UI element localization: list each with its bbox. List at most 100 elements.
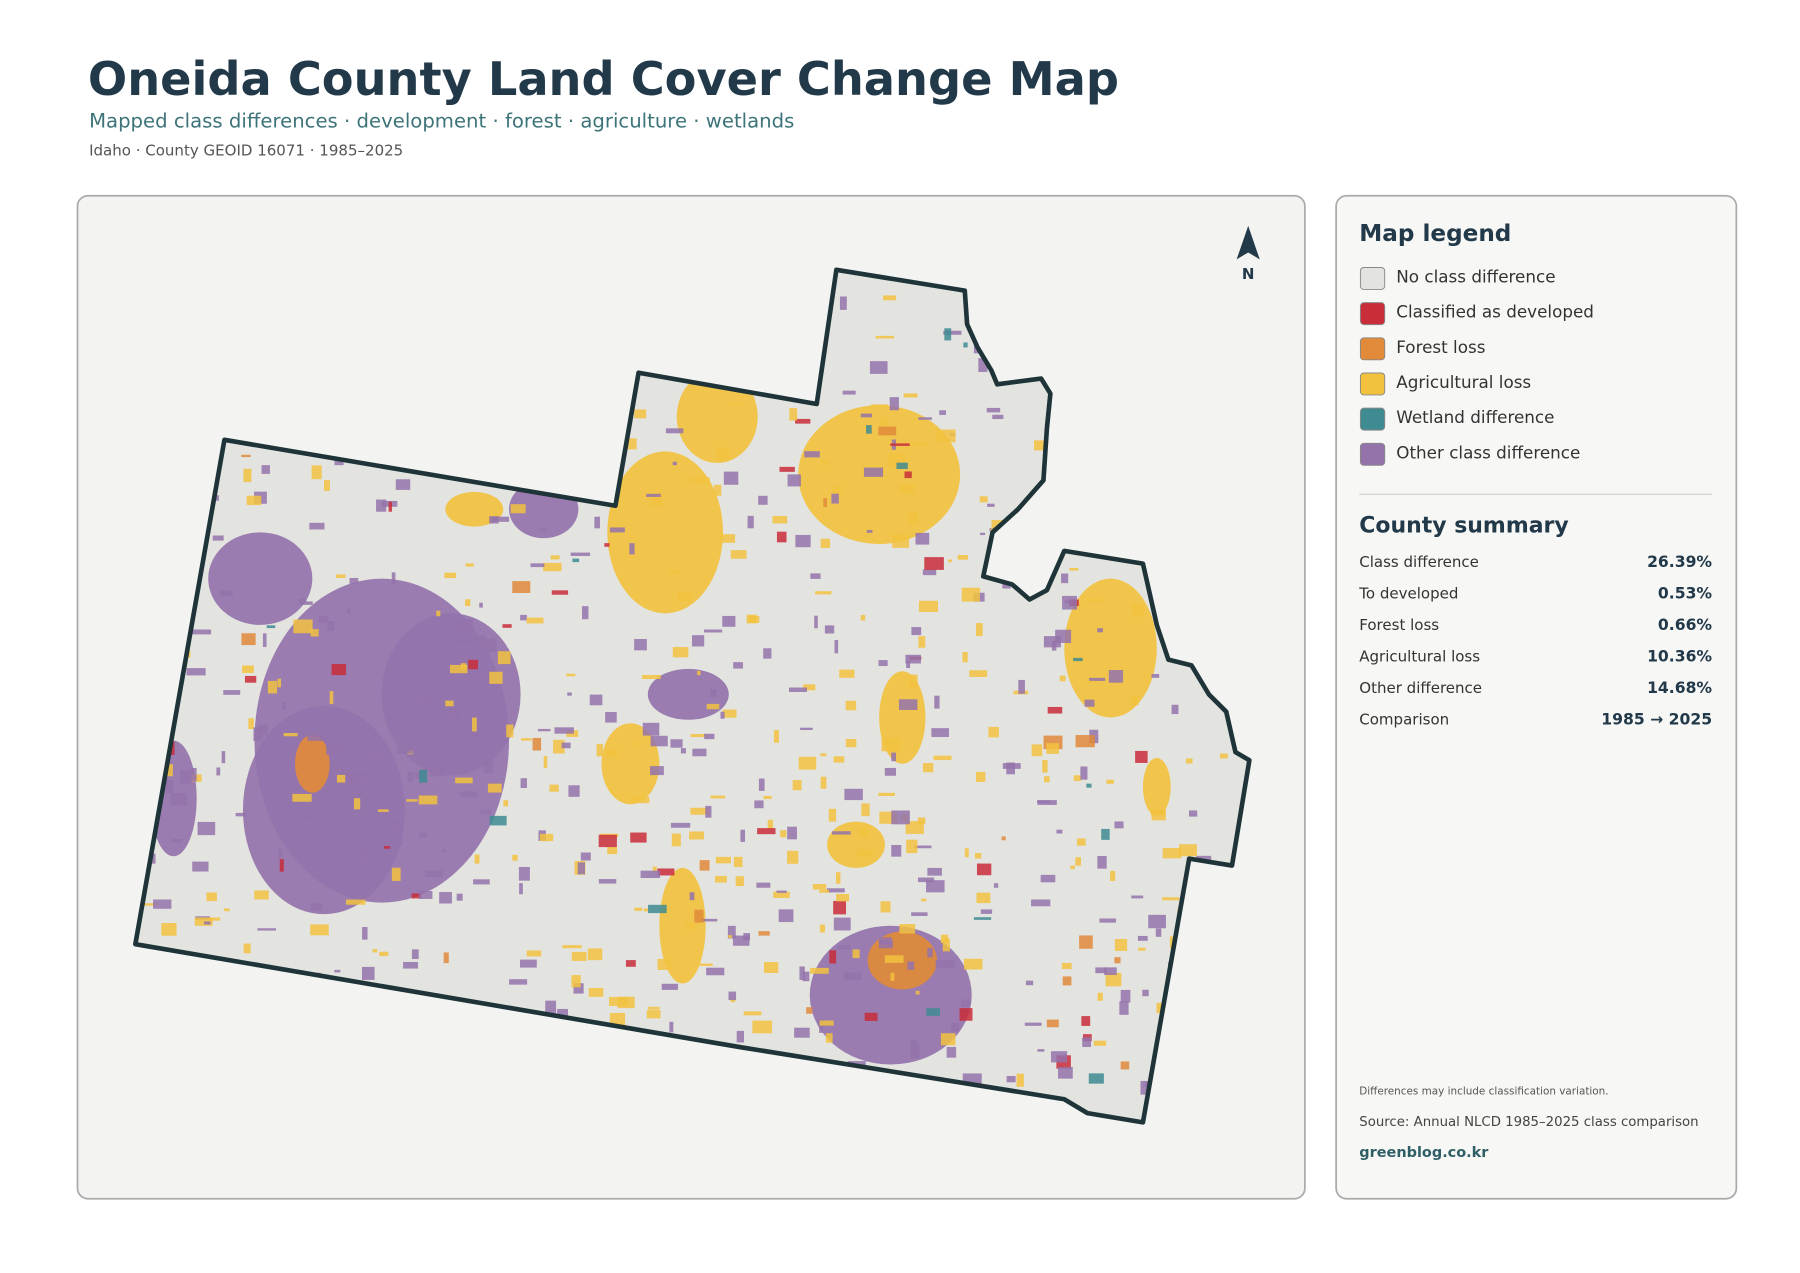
- change-speck: [545, 1000, 557, 1014]
- change-speck: [704, 733, 715, 740]
- change-speck: [652, 866, 657, 873]
- change-speck: [640, 870, 661, 879]
- change-speck: [572, 558, 580, 563]
- change-speck: [1024, 1022, 1042, 1026]
- change-speck: [1059, 675, 1066, 682]
- north-label: N: [1242, 265, 1255, 283]
- change-speck: [221, 751, 226, 764]
- change-speck: [824, 625, 835, 634]
- change-speck: [311, 465, 322, 480]
- change-speck: [730, 998, 736, 1003]
- change-speck: [1155, 928, 1162, 937]
- change-speck: [733, 856, 743, 868]
- change-speck: [703, 629, 723, 633]
- change-speck: [880, 417, 888, 427]
- change-speck: [647, 904, 667, 914]
- change-speck: [242, 665, 254, 673]
- change-speck: [334, 969, 341, 973]
- change-speck: [1162, 848, 1182, 859]
- summary-value: 26.39%: [1647, 553, 1712, 571]
- change-speck: [951, 1022, 960, 1032]
- legend-swatch: [1359, 267, 1386, 290]
- change-speck: [1062, 976, 1072, 986]
- change-speck: [444, 572, 457, 579]
- change-speck: [976, 863, 992, 876]
- change-speck: [1162, 897, 1180, 901]
- change-speck: [878, 660, 888, 667]
- summary-label: To developed: [1358, 585, 1458, 603]
- change-speck: [845, 739, 857, 748]
- change-speck: [788, 687, 807, 693]
- change-patch: [294, 734, 330, 793]
- change-speck: [880, 901, 891, 913]
- change-speck: [705, 805, 712, 818]
- change-speck: [492, 516, 510, 522]
- change-speck: [634, 639, 647, 651]
- change-speck: [933, 755, 952, 761]
- change-speck: [1064, 600, 1072, 604]
- change-speck: [832, 486, 842, 495]
- change-speck: [551, 590, 569, 595]
- legend-swatch: [1359, 442, 1386, 466]
- change-speck: [715, 856, 731, 864]
- change-speck: [826, 888, 845, 893]
- legend-label: Forest loss: [1396, 337, 1485, 357]
- change-speck: [847, 1061, 866, 1066]
- change-speck: [244, 675, 257, 683]
- change-speck: [512, 854, 518, 861]
- legend-label: Classified as developed: [1396, 302, 1594, 322]
- change-speck: [889, 397, 899, 411]
- change-speck: [845, 700, 857, 711]
- change-speck: [326, 741, 344, 755]
- change-speck: [519, 959, 537, 968]
- change-speck: [510, 504, 526, 514]
- change-speck: [747, 515, 754, 529]
- change-speck: [191, 629, 212, 635]
- change-speck: [1108, 670, 1124, 683]
- change-speck: [836, 893, 850, 902]
- change-speck: [530, 563, 545, 568]
- change-speck: [327, 621, 335, 631]
- change-speck: [445, 700, 454, 707]
- change-speck: [257, 724, 268, 735]
- change-speck: [553, 739, 565, 754]
- change-speck: [487, 783, 502, 793]
- change-speck: [411, 893, 422, 899]
- change-speck: [588, 987, 604, 997]
- change-speck: [833, 756, 845, 763]
- change-speck: [940, 1033, 956, 1046]
- change-speck: [934, 695, 940, 709]
- change-speck: [331, 664, 347, 676]
- change-speck: [668, 570, 681, 573]
- summary-label: Comparison: [1359, 710, 1449, 728]
- legend-panel: [1335, 194, 1738, 1200]
- change-speck: [171, 839, 183, 843]
- change-speck: [1056, 829, 1063, 834]
- change-speck: [710, 795, 726, 799]
- change-speck: [502, 624, 512, 628]
- change-speck: [892, 533, 910, 548]
- change-speck: [396, 747, 413, 754]
- change-speck: [235, 812, 247, 817]
- change-speck: [646, 493, 661, 497]
- change-speck: [1106, 779, 1114, 784]
- change-speck: [670, 822, 691, 828]
- change-speck: [204, 921, 211, 925]
- summary-label: Other difference: [1359, 679, 1482, 697]
- change-speck: [890, 972, 895, 981]
- change-speck: [699, 963, 713, 966]
- change-speck: [467, 635, 486, 645]
- change-speck: [795, 418, 811, 424]
- change-speck: [834, 640, 839, 654]
- change-speck: [1081, 1016, 1091, 1026]
- change-speck: [699, 860, 710, 871]
- county-boundary: [133, 267, 1252, 1125]
- change-speck: [921, 898, 927, 902]
- change-speck: [419, 890, 433, 899]
- change-speck: [685, 922, 696, 930]
- change-speck: [758, 495, 768, 505]
- change-speck: [629, 543, 635, 555]
- change-speck: [223, 690, 241, 695]
